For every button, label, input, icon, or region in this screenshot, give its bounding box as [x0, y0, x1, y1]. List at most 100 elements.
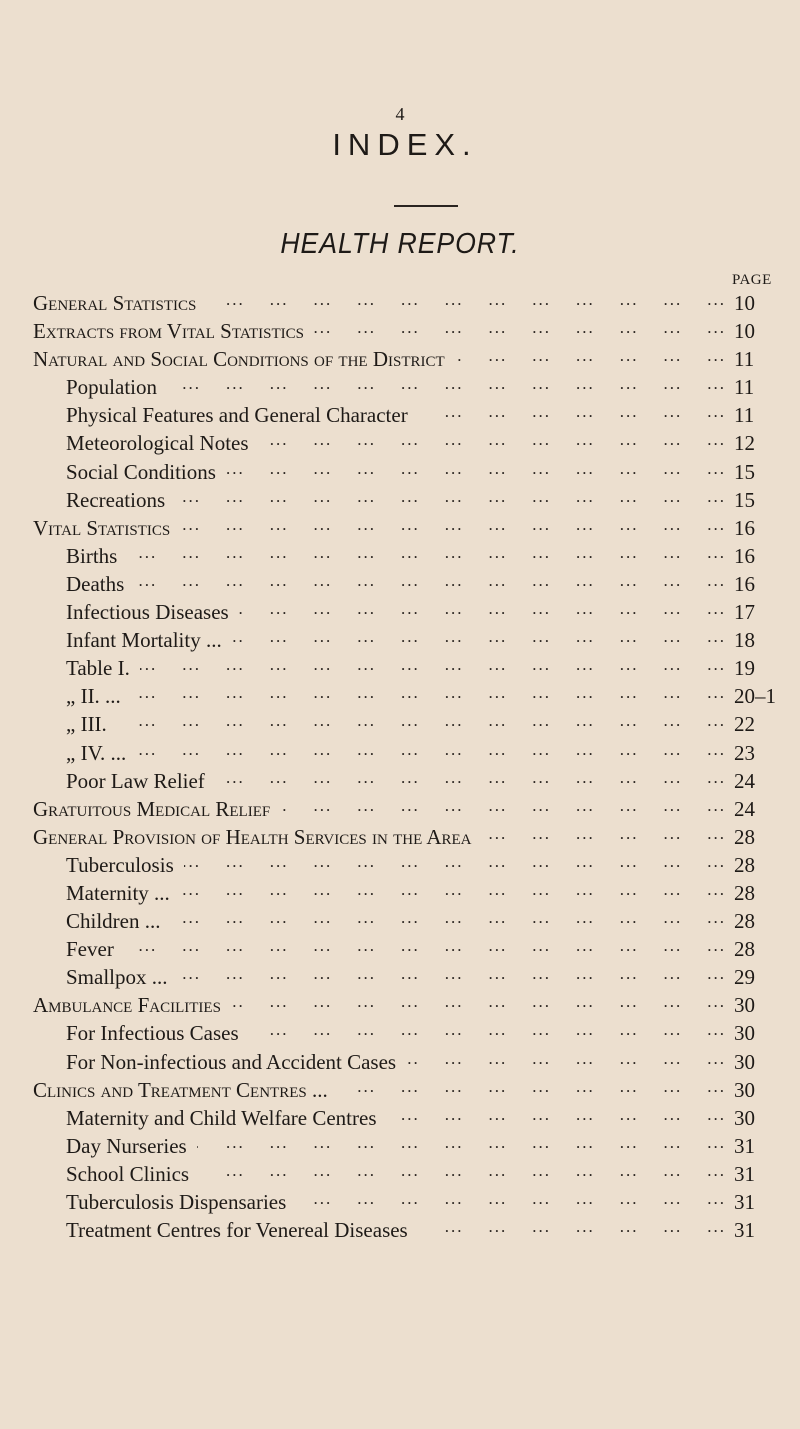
index-entry: „ IV. ... 23 [33, 740, 778, 768]
title-divider [394, 205, 458, 207]
entry-label: For Infectious Cases [66, 1021, 239, 1046]
dot-leader [231, 992, 726, 1012]
index-entry: Social Conditions 15 [33, 459, 778, 487]
entry-label: Deaths [66, 571, 125, 596]
entry-label: Table I. [66, 656, 130, 681]
entry-page: 28 [734, 880, 755, 905]
entry-label: Recreations [66, 487, 166, 512]
dot-leader [280, 796, 726, 816]
entry-page: 28 [734, 909, 755, 934]
index-entry: School Clinics 31 [33, 1161, 778, 1189]
entry-page: 11 [734, 375, 755, 400]
dot-leader [167, 374, 726, 394]
index-entry: Clinics and Treatment Centres ... 30 [33, 1077, 778, 1105]
entry-page: 30 [734, 1077, 755, 1102]
entry-label: General Provision of Health Services in … [33, 824, 472, 849]
entry-page: 31 [734, 1161, 755, 1186]
entry-label: Vital Statistics [33, 515, 171, 540]
index-entry: Table I. 19 [33, 655, 778, 683]
entry-label: Infectious Diseases [66, 600, 229, 625]
index-entry: Infant Mortality ... 18 [33, 627, 778, 655]
entry-page: 18 [734, 628, 755, 653]
index-entry: Vital Statistics 16 [33, 515, 778, 543]
dot-leader [140, 655, 726, 675]
index-entry: „ III. 22 [33, 711, 778, 739]
dot-leader [259, 430, 726, 450]
dot-leader [199, 1161, 726, 1181]
index-entry: Treatment Centres for Venereal Diseases 3… [33, 1217, 778, 1245]
dot-leader [232, 627, 726, 647]
dot-leader [482, 824, 726, 844]
entry-page: 16 [734, 515, 755, 540]
dot-leader [184, 852, 726, 872]
index-entry: Population 11 [33, 374, 778, 402]
index-entry: Tuberculosis 28 [33, 852, 778, 880]
entry-page: 28 [734, 937, 755, 962]
index-entry: Extracts from Vital Statistics 10 [33, 318, 778, 346]
entry-label: Tuberculosis [66, 852, 174, 877]
dot-leader [338, 1077, 726, 1097]
dot-leader [418, 402, 726, 422]
index-entry: Physical Features and General Character 1… [33, 402, 778, 430]
index-entry: General Statistics 10 [33, 290, 778, 318]
index-entry: For Infectious Cases 30 [33, 1020, 778, 1048]
entry-page: 31 [734, 1218, 755, 1243]
entry-page: 16 [734, 571, 755, 596]
entry-page: 16 [734, 543, 755, 568]
dot-leader [178, 964, 726, 984]
dot-leader [239, 599, 726, 619]
entry-label: School Clinics [66, 1161, 190, 1186]
dot-leader [206, 290, 726, 310]
index-entry: For Non-infectious and Accident Cases 30 [33, 1049, 778, 1077]
entry-label: Clinics and Treatment Centres ... [33, 1077, 328, 1102]
entry-label: Natural and Social Conditions of the Dis… [33, 347, 445, 372]
entry-page: 15 [734, 459, 755, 484]
entry-label: Poor Law Relief [66, 768, 205, 793]
dot-leader [226, 459, 726, 479]
dot-leader [406, 1049, 726, 1069]
entry-page: 22 [734, 712, 755, 737]
index-entry: Maternity and Child Welfare Centres 30 [33, 1105, 778, 1133]
entry-label: Maternity ... [66, 880, 170, 905]
entry-label: Births [66, 543, 118, 568]
dot-leader [117, 711, 726, 731]
entry-page: 28 [734, 852, 755, 877]
entry-label: Social Conditions [66, 459, 216, 484]
entry-label: Maternity and Child Welfare Centres [66, 1105, 377, 1130]
index-entry: Gratuitous Medical Relief 24 [33, 796, 778, 824]
dot-leader [171, 908, 727, 928]
entry-label: For Non-infectious and Accident Cases [66, 1049, 397, 1074]
index-entry: Births 16 [33, 543, 778, 571]
dot-leader [387, 1105, 727, 1125]
entry-label: Physical Features and General Character [66, 403, 408, 428]
index-entry: Natural and Social Conditions of the Dis… [33, 346, 778, 374]
section-subtitle: HEALTH REPORT. [280, 228, 520, 260]
entry-page: 17 [734, 600, 755, 625]
index-entry: Poor Law Relief 24 [33, 768, 778, 796]
page-number: 4 [395, 104, 405, 124]
index-entry: Deaths 16 [33, 571, 778, 599]
entry-label: Ambulance Facilities [33, 993, 221, 1018]
entry-page: 20–1 [734, 684, 776, 709]
entry-page: 19 [734, 656, 755, 681]
dot-leader [314, 318, 726, 338]
index-list: General Statistics10Extracts from Vital … [33, 290, 778, 1245]
entry-page: 28 [734, 824, 755, 849]
entry-page: 10 [734, 319, 755, 344]
entry-label: Tuberculosis Dispensaries [66, 1190, 287, 1214]
entry-page: 31 [734, 1133, 755, 1158]
dot-leader [296, 1189, 726, 1209]
index-entry: Recreations 15 [33, 487, 778, 515]
dot-leader [418, 1217, 726, 1237]
entry-label: General Statistics [33, 291, 197, 315]
dot-leader [215, 768, 726, 788]
index-entry: Maternity ... 28 [33, 880, 778, 908]
page-column-header: PAGE [732, 272, 772, 288]
entry-label: Meteorological Notes [66, 431, 249, 456]
index-entry: Tuberculosis Dispensaries 31 [33, 1189, 778, 1217]
entry-label: Fever [66, 937, 114, 962]
entry-label: Gratuitous Medical Relief [33, 796, 271, 821]
entry-page: 10 [734, 291, 755, 315]
entry-page: 11 [734, 403, 755, 428]
index-entry: Meteorological Notes 12 [33, 430, 778, 458]
